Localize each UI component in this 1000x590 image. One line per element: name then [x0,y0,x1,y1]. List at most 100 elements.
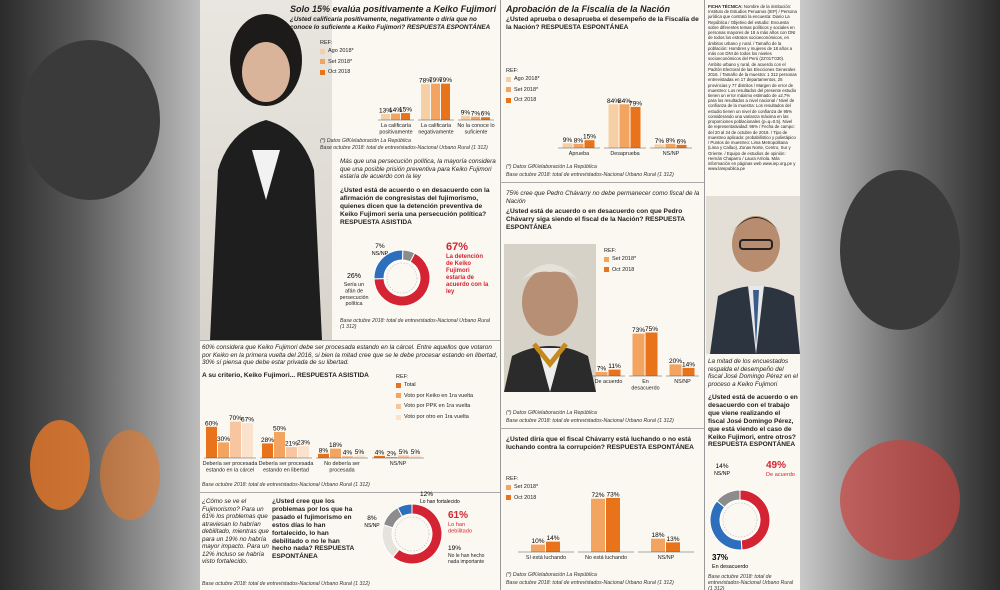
legend-label: Voto por PPK en 1ra vuelta [404,403,471,410]
slice-label: ley [446,289,455,295]
bar [431,83,440,120]
s8-question: ¿Usted está de acuerdo o en desacuerdo c… [708,394,798,449]
slice-value: 49% [766,460,786,471]
s5-ref: REF: [506,68,519,74]
slice-label: de Keiko [446,261,471,267]
s2-question: ¿Usted está de acuerdo o en desacuerdo c… [340,187,490,226]
legend-swatch [320,69,325,75]
legend-label: Oct 2018 [612,266,635,273]
data-label: 67% [241,417,254,424]
data-label: 7% [471,110,481,117]
data-label: 18% [329,442,342,449]
bar [481,117,490,120]
legend-item: Oct 2018 [506,97,540,104]
data-label: 7% [655,138,665,145]
s2-intro: Más que una persecución política, la may… [340,158,496,181]
bar [441,83,450,120]
legend-label: Oct 2018 [514,97,537,104]
legend-item: Voto por PPK en 1ra vuelta [396,403,473,410]
data-label: 13% [666,536,679,543]
data-label: 18% [651,532,664,539]
slice-label: NS/NP [714,471,730,477]
bar [398,455,409,458]
slice-label: Sería un [344,282,364,288]
data-label: 4% [343,449,353,456]
slice-label: En desacuerdo [712,564,748,570]
slice-label: NS/NP [372,251,389,257]
category-label: La calificaría [421,123,451,129]
data-label: 70% [229,415,242,422]
chart-keiko-proceso: 60%30%70%67%Debería ser procesadaestando… [203,415,424,473]
category-label: No la conoce lo [457,123,494,129]
bar [546,541,560,552]
data-label: 84% [607,98,620,105]
legend-swatch [396,403,401,409]
slice-value: 19% [448,545,461,552]
right-background [800,0,1000,590]
s7-footer: (*) Datos GfK/elaboración La República [506,572,597,578]
data-label: 11% [608,363,621,370]
s5-base: Base octubre 2018: total de entrevistado… [506,172,674,178]
slice-value: 7% [375,243,385,250]
legend-item: Set 2018* [506,87,540,94]
category-label: En [642,379,649,385]
category-label: NS/NP [658,555,675,561]
category-label: No está luchando [585,555,627,561]
s1-question: ¿Usted calificaría positivamente, negati… [290,16,491,31]
s3-intro: 60% considera que Keiko Fujimori debe se… [202,344,498,367]
legend-swatch [604,267,609,273]
ficha-tecnica: FICHA TÉCNICA: Nombre de la institución:… [708,4,798,172]
bar [206,426,217,458]
legend-item: Voto por Keiko en 1ra vuelta [396,393,473,400]
s3-legend: Total Voto por Keiko en 1ra vuelta Voto po… [396,382,473,424]
s4-side: ¿Cómo se ve el Fujimorismo? Para un 61% … [202,498,269,566]
data-label: 78% [419,78,432,85]
s1-title: Solo 15% evalúa positivamente a Keiko Fu… [290,4,497,14]
s7-legend: Set 2018* Oct 2018 [506,484,538,505]
legend-item: Ago 2018* [320,48,354,55]
legend-swatch [396,382,401,388]
bar [595,371,608,376]
slice-label: De acuerdo [766,472,795,478]
bar [676,144,687,148]
category-label: Aprueba [569,151,589,157]
data-label: 73% [632,327,645,334]
legend-swatch [506,97,511,103]
bar [391,113,400,120]
legend-label: Oct 2018 [514,494,537,501]
bar [471,116,480,120]
s7-ref: REF: [506,476,519,482]
s6-ref: REF: [604,248,617,254]
category-label: La calificaría [381,123,411,129]
legend-swatch [396,414,401,420]
data-label: 7% [597,365,607,372]
bar [531,544,545,552]
legend-label: Ago 2018* [328,48,354,54]
legend-item: Total [396,382,473,389]
bar [218,442,229,458]
bar [318,453,329,458]
slice-label: La detención [446,254,483,260]
data-label: 10% [531,538,544,545]
legend-label: Total [404,382,416,388]
legend-label: Voto por Keiko en 1ra vuelta [404,392,474,399]
bar [242,423,253,458]
legend-swatch [506,484,511,490]
data-label: 15% [399,107,412,114]
legend-item: Oct 2018 [320,69,354,76]
category-label: NS/NP [390,461,407,467]
pie-slice [373,252,431,307]
category-label: positivamente [379,129,412,135]
slice-label: Lo han fortalecido [420,499,460,505]
data-label: 73% [606,491,619,498]
slice-value: 14% [715,463,728,470]
s8-intro: La mitad de los encuestados respalda el … [708,358,798,388]
bar [230,421,241,458]
legend-label: Oct 2018 [328,69,351,76]
pie-slice [739,489,771,551]
slice-label: acuerdo con la [446,282,489,288]
slice-value: 26% [347,273,361,280]
bar [651,538,665,552]
bar [606,497,620,552]
